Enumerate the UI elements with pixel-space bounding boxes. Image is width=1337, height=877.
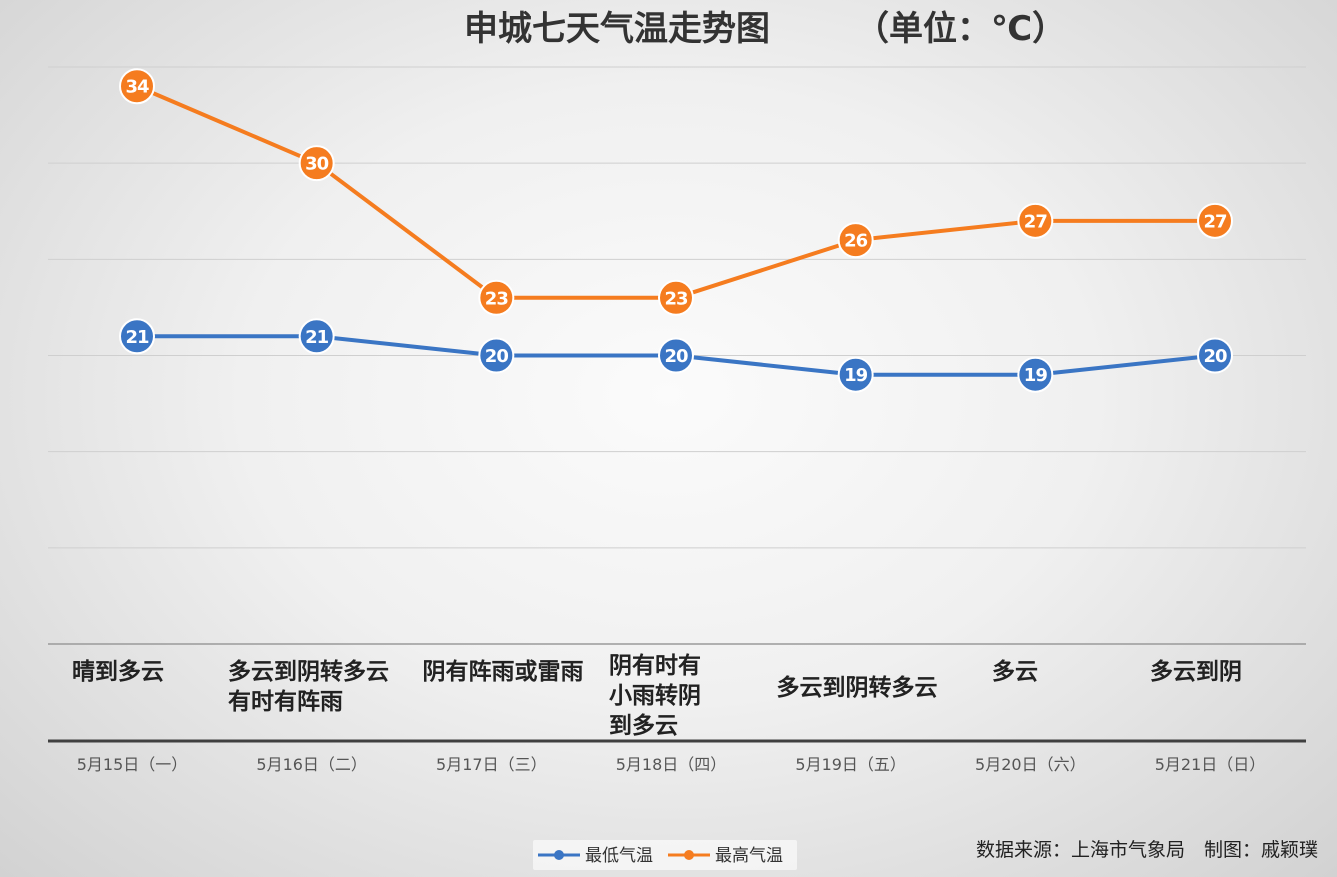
- date-tick-label: 5月18日（四）: [616, 755, 727, 774]
- data-label: 21: [305, 327, 329, 348]
- weather-label: 阴有阵雨或雷雨: [423, 658, 584, 685]
- chart-unit: （单位：℃）: [855, 9, 1066, 49]
- data-point[interactable]: [658, 337, 694, 374]
- data-label: 23: [485, 288, 509, 309]
- data-label: 20: [1203, 346, 1227, 367]
- data-point[interactable]: [1017, 202, 1054, 239]
- data-label: 26: [844, 231, 868, 252]
- data-point[interactable]: [298, 318, 335, 355]
- weather-label: 阴有时有: [609, 652, 701, 679]
- date-tick-label: 5月15日（一）: [77, 755, 188, 774]
- data-point[interactable]: [119, 68, 155, 105]
- data-label: 20: [485, 346, 509, 367]
- data-point[interactable]: [837, 356, 874, 393]
- date-tick-label: 5月17日（三）: [436, 755, 547, 774]
- weather-label: 多云到阴转多云: [777, 674, 938, 701]
- data-label: 23: [664, 288, 688, 309]
- source-credit: 数据来源：上海市气象局 制图：戚颖璞: [976, 839, 1318, 861]
- weather-label: 小雨转阴: [609, 682, 701, 709]
- data-label: 27: [1203, 211, 1227, 232]
- date-tick-label: 5月16日（二）: [256, 755, 367, 774]
- series-layer: 21 21 20 20 19 19 20 34 30 23 23 26 27 27: [119, 68, 1233, 393]
- data-label: 20: [664, 346, 688, 367]
- date-axis-labels: 5月15日（一） 5月16日（二） 5月17日（三） 5月18日（四） 5月19日（五）…: [77, 755, 1266, 774]
- gridlines: [48, 66, 1306, 645]
- weather-label: 多云: [992, 658, 1038, 685]
- data-point[interactable]: [119, 318, 155, 355]
- data-point[interactable]: [478, 337, 515, 374]
- date-tick-label: 5月19日（五）: [795, 755, 906, 774]
- data-point[interactable]: [478, 279, 515, 316]
- legend-low-label: 最低气温: [585, 846, 653, 866]
- date-tick-label: 5月20日（六）: [975, 755, 1086, 774]
- data-label: 19: [1024, 365, 1048, 386]
- weather-label: 晴到多云: [72, 658, 164, 685]
- legend[interactable]: 最低气温 最高气温: [533, 840, 797, 870]
- data-label: 27: [1024, 211, 1048, 232]
- data-label: 34: [125, 77, 149, 98]
- legend-high-label: 最高气温: [715, 846, 783, 866]
- legend-low-marker: [554, 850, 564, 860]
- data-point[interactable]: [1197, 337, 1233, 374]
- data-label: 30: [305, 154, 329, 175]
- weather-label: 有时有阵雨: [228, 688, 343, 715]
- legend-high-marker: [684, 850, 694, 860]
- legend-box: [533, 840, 797, 870]
- data-point[interactable]: [837, 222, 874, 259]
- data-label: 19: [844, 365, 868, 386]
- chart-title: 申城七天气温走势图: [464, 9, 770, 49]
- weather-label: 多云到阴: [1150, 658, 1242, 685]
- data-point[interactable]: [1197, 202, 1233, 239]
- data-label: 21: [125, 327, 149, 348]
- series-line: [136, 84, 1215, 300]
- weather-label: 到多云: [609, 712, 678, 739]
- data-point[interactable]: [1017, 356, 1054, 393]
- date-tick-label: 5月21日（日）: [1155, 755, 1266, 774]
- data-point[interactable]: [658, 279, 694, 316]
- weather-label: 多云到阴转多云: [228, 658, 389, 685]
- data-point[interactable]: [298, 145, 335, 182]
